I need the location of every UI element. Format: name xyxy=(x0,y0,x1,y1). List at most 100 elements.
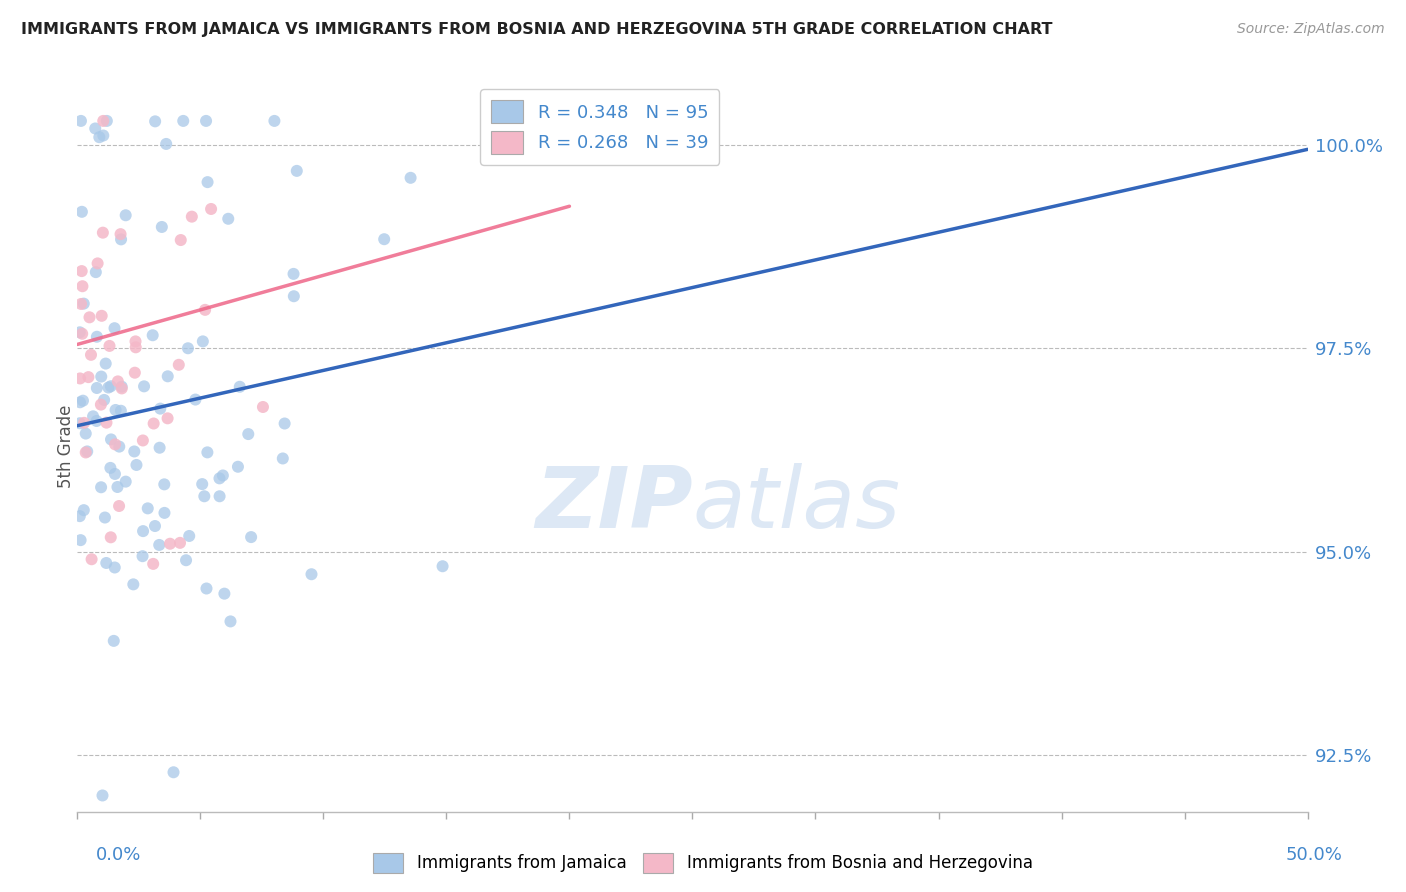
Point xyxy=(110,227,132,241)
Point xyxy=(143,519,166,533)
Point xyxy=(100,379,122,393)
Point xyxy=(91,128,114,143)
Point xyxy=(179,529,201,543)
Point xyxy=(150,219,173,234)
Point xyxy=(75,426,97,441)
Text: atlas: atlas xyxy=(693,463,900,546)
Point xyxy=(212,468,235,483)
Point xyxy=(226,459,249,474)
Point xyxy=(96,556,118,570)
Point xyxy=(142,328,165,343)
Point xyxy=(70,264,93,278)
Point xyxy=(96,416,118,430)
Point xyxy=(191,334,214,349)
Point xyxy=(208,471,231,485)
Point xyxy=(143,114,166,128)
Point xyxy=(76,444,98,458)
Point xyxy=(70,297,93,311)
Point xyxy=(103,633,125,648)
Point xyxy=(283,267,305,281)
Point xyxy=(229,380,252,394)
Text: ZIP: ZIP xyxy=(534,463,693,546)
Point xyxy=(148,538,170,552)
Point xyxy=(79,310,101,325)
Point xyxy=(111,379,134,393)
Point xyxy=(94,510,117,524)
Point xyxy=(91,114,114,128)
Point xyxy=(100,433,122,447)
Point xyxy=(399,170,422,185)
Legend: R = 0.348   N = 95, R = 0.268   N = 39: R = 0.348 N = 95, R = 0.268 N = 39 xyxy=(479,89,720,165)
Point xyxy=(91,226,114,240)
Point xyxy=(195,582,218,596)
Point xyxy=(153,506,176,520)
Point xyxy=(86,330,108,344)
Point xyxy=(219,615,242,629)
Point xyxy=(132,524,155,538)
Point xyxy=(149,401,172,416)
Point xyxy=(283,289,305,303)
Point xyxy=(214,587,236,601)
Point xyxy=(373,232,395,246)
Point xyxy=(70,114,93,128)
Point xyxy=(197,175,219,189)
Text: Source: ZipAtlas.com: Source: ZipAtlas.com xyxy=(1237,22,1385,37)
Point xyxy=(240,530,263,544)
Point xyxy=(122,577,145,591)
Text: IMMIGRANTS FROM JAMAICA VS IMMIGRANTS FROM BOSNIA AND HERZEGOVINA 5TH GRADE CORR: IMMIGRANTS FROM JAMAICA VS IMMIGRANTS FR… xyxy=(21,22,1053,37)
Point xyxy=(100,461,122,475)
Point xyxy=(217,211,239,226)
Point xyxy=(142,417,165,431)
Point xyxy=(194,302,217,317)
Point xyxy=(98,339,121,353)
Point xyxy=(149,441,172,455)
Point xyxy=(104,403,127,417)
Point xyxy=(69,395,91,409)
Point xyxy=(107,375,129,389)
Point xyxy=(73,296,96,310)
Point xyxy=(131,549,153,564)
Y-axis label: 5th Grade: 5th Grade xyxy=(58,404,75,488)
Point xyxy=(80,552,103,566)
Point xyxy=(252,400,274,414)
Point xyxy=(271,451,294,466)
Point xyxy=(285,164,308,178)
Point xyxy=(90,398,112,412)
Point xyxy=(125,340,148,354)
Point xyxy=(108,440,131,454)
Point xyxy=(184,392,207,407)
Point xyxy=(238,427,260,442)
Point xyxy=(84,121,107,136)
Point xyxy=(90,480,112,494)
Text: 0.0%: 0.0% xyxy=(96,846,141,863)
Point xyxy=(110,232,132,246)
Point xyxy=(193,489,215,503)
Point xyxy=(86,414,108,428)
Point xyxy=(90,369,112,384)
Point xyxy=(107,480,129,494)
Point xyxy=(208,489,231,503)
Point xyxy=(103,321,125,335)
Point xyxy=(167,358,190,372)
Point xyxy=(69,509,91,524)
Point xyxy=(75,445,97,459)
Point xyxy=(84,265,107,279)
Point xyxy=(174,553,197,567)
Point xyxy=(108,499,131,513)
Point xyxy=(132,434,155,448)
Point xyxy=(69,371,91,385)
Point xyxy=(195,114,218,128)
Point xyxy=(124,366,146,380)
Point xyxy=(90,309,112,323)
Point xyxy=(159,537,181,551)
Point xyxy=(70,326,93,341)
Point xyxy=(124,334,146,349)
Point xyxy=(153,477,176,491)
Point xyxy=(124,444,146,458)
Point xyxy=(86,381,108,395)
Point xyxy=(73,503,96,517)
Point xyxy=(132,379,155,393)
Point xyxy=(195,445,218,459)
Point xyxy=(97,380,120,394)
Point xyxy=(69,416,91,430)
